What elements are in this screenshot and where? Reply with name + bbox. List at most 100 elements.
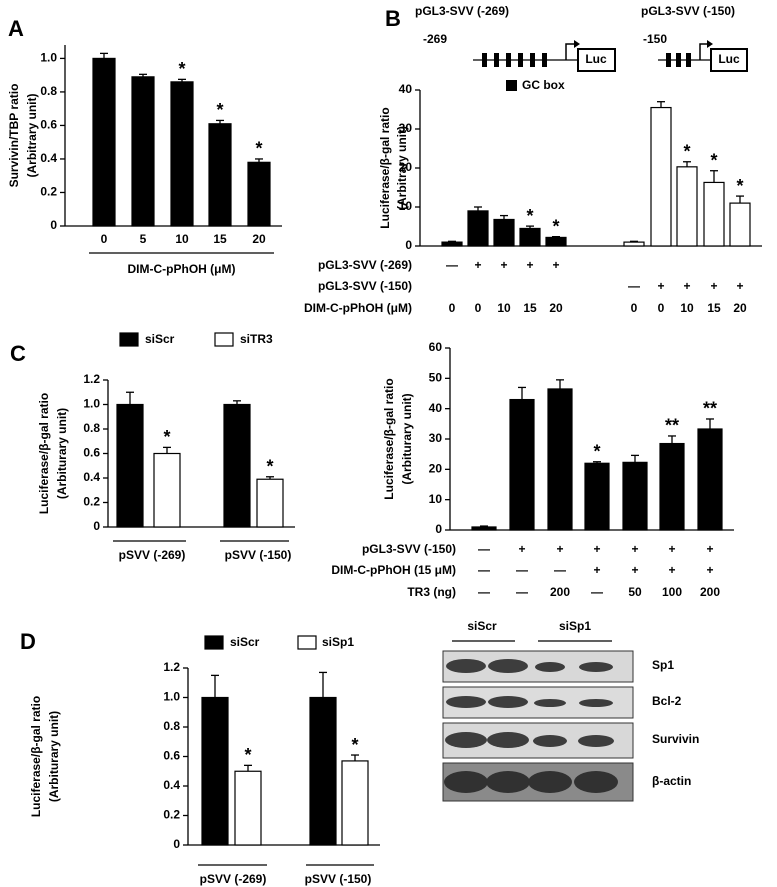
condition-cell: + bbox=[706, 563, 713, 577]
bar bbox=[223, 403, 251, 528]
y-tick-label: 0.4 bbox=[83, 470, 100, 484]
significance-mark: * bbox=[216, 100, 223, 120]
bar bbox=[170, 81, 194, 227]
y-tick-label: 30 bbox=[429, 431, 443, 445]
condition-cell: + bbox=[593, 542, 600, 556]
y-tick-label: 40 bbox=[429, 401, 443, 415]
condition-cell: — bbox=[446, 258, 458, 272]
bar bbox=[676, 166, 698, 247]
condition-cell: + bbox=[706, 542, 713, 556]
y-tick-label: 40 bbox=[399, 82, 413, 96]
condition-cell: 20 bbox=[549, 301, 563, 315]
y-tick-label: 50 bbox=[429, 371, 443, 385]
diagram-legend: GC box bbox=[522, 78, 565, 92]
significance-mark: * bbox=[683, 142, 690, 162]
condition-cell: 10 bbox=[497, 301, 511, 315]
condition-cell: + bbox=[683, 279, 690, 293]
construct-title: pGL3-SVV (-269) bbox=[415, 4, 509, 18]
y-tick-label: 60 bbox=[429, 340, 443, 354]
construct-title: pGL3-SVV (-150) bbox=[641, 4, 735, 18]
legend-swatch bbox=[297, 635, 317, 650]
band-label: Sp1 bbox=[652, 658, 674, 672]
reporter-label: Luc bbox=[585, 52, 607, 66]
y-axis-label: Luciferase/β-gal ratio bbox=[29, 696, 43, 817]
condition-cell: + bbox=[552, 258, 559, 272]
significance-mark: ** bbox=[665, 416, 679, 436]
bar bbox=[341, 760, 369, 846]
legend-swatch bbox=[119, 332, 139, 347]
condition-cell: — bbox=[516, 585, 528, 599]
y-tick-label: 20 bbox=[399, 160, 413, 174]
condition-label: DIM-C-pPhOH (15 μM) bbox=[331, 563, 456, 577]
x-tick-label: 20 bbox=[252, 232, 266, 246]
condition-label: DIM-C-pPhOH (μM) bbox=[304, 301, 412, 315]
y-tick-label: 10 bbox=[399, 199, 413, 213]
condition-cell: 50 bbox=[628, 585, 642, 599]
bar bbox=[545, 236, 567, 247]
y-tick-label: 0.2 bbox=[163, 808, 180, 822]
x-tick-label: pSVV (-150) bbox=[305, 872, 372, 886]
legend-swatch bbox=[214, 332, 234, 347]
x-tick-label: 15 bbox=[213, 232, 227, 246]
bar bbox=[201, 696, 229, 846]
condition-cell: + bbox=[736, 279, 743, 293]
significance-mark: * bbox=[163, 427, 170, 447]
y-axis-label: (Arbitrary unit) bbox=[25, 93, 39, 177]
significance-mark: * bbox=[351, 735, 358, 755]
condition-cell: + bbox=[500, 258, 507, 272]
bar bbox=[697, 428, 723, 531]
condition-cell: — bbox=[591, 585, 603, 599]
y-axis-label: (Arbiturary unit) bbox=[55, 408, 69, 499]
y-tick-label: 1.0 bbox=[163, 690, 180, 704]
bar bbox=[584, 462, 610, 531]
y-axis-label: (Arbiturary unit) bbox=[47, 711, 61, 802]
y-tick-label: 0.6 bbox=[83, 446, 100, 460]
y-axis-label: Luciferase/β-gal ratio bbox=[382, 378, 396, 499]
y-tick-label: 30 bbox=[399, 121, 413, 135]
y-tick-label: 0.6 bbox=[40, 118, 57, 132]
y-tick-label: 1.2 bbox=[83, 372, 100, 386]
legend-label: siTR3 bbox=[240, 332, 273, 346]
bar bbox=[153, 452, 181, 528]
y-axis-label: Luciferase/β-gal ratio bbox=[37, 393, 51, 514]
y-tick-label: 0.2 bbox=[40, 185, 57, 199]
condition-cell: + bbox=[631, 542, 638, 556]
y-tick-label: 0 bbox=[435, 522, 442, 536]
significance-mark: * bbox=[255, 139, 262, 159]
x-tick-label: pSVV (-269) bbox=[119, 548, 186, 562]
y-tick-label: 0.4 bbox=[163, 778, 180, 792]
band-label: Bcl-2 bbox=[652, 694, 682, 708]
bar bbox=[547, 388, 573, 531]
x-tick-label: 5 bbox=[140, 232, 147, 246]
condition-cell: + bbox=[631, 563, 638, 577]
western-blot: siScr siSp1 Sp1 Bcl-2 Survivin β-actin bbox=[442, 619, 699, 802]
condition-cell: — bbox=[628, 279, 640, 293]
y-tick-label: 0 bbox=[93, 519, 100, 533]
condition-cell: 0 bbox=[449, 301, 456, 315]
y-tick-label: 0.6 bbox=[163, 749, 180, 763]
y-tick-label: 1.0 bbox=[83, 397, 100, 411]
panel-label: D bbox=[20, 629, 36, 654]
bar bbox=[509, 398, 535, 531]
x-tick-label: pSVV (-269) bbox=[200, 872, 267, 886]
condition-cell: + bbox=[657, 279, 664, 293]
significance-mark: * bbox=[266, 457, 273, 477]
condition-cell: — bbox=[478, 542, 490, 556]
x-tick-label: 0 bbox=[101, 232, 108, 246]
bar bbox=[622, 461, 648, 531]
condition-cell: 0 bbox=[658, 301, 665, 315]
condition-label: pGL3-SVV (-150) bbox=[318, 279, 412, 293]
significance-mark: * bbox=[593, 442, 600, 462]
bar bbox=[234, 770, 262, 846]
condition-cell: + bbox=[668, 563, 675, 577]
y-tick-label: 0 bbox=[405, 238, 412, 252]
legend-label: siScr bbox=[145, 332, 175, 346]
band-label: β-actin bbox=[652, 774, 691, 788]
condition-cell: 20 bbox=[733, 301, 747, 315]
condition-label: pGL3-SVV (-269) bbox=[318, 258, 412, 272]
panel-label: B bbox=[385, 6, 401, 31]
condition-cell: — bbox=[554, 563, 566, 577]
bar bbox=[467, 210, 489, 247]
x-tick-label: pSVV (-150) bbox=[225, 548, 292, 562]
condition-cell: + bbox=[710, 279, 717, 293]
